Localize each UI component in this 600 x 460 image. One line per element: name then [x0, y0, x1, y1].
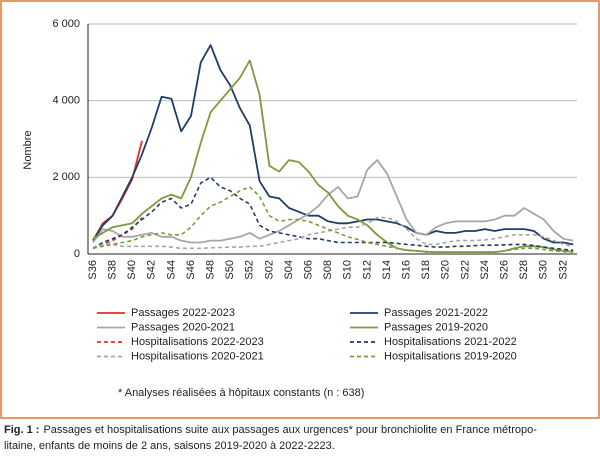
y-tick-label: 0 — [74, 248, 80, 260]
series-line — [92, 59, 574, 253]
x-tick-label: S06 — [303, 260, 315, 280]
plot: 0 2 000 4 000 6 000 S36 S38 S40 S42 S44 S46 S48 S50… — [52, 18, 577, 362]
y-tick-label: 6 000 — [52, 18, 80, 30]
x-tick-label: S48 — [205, 260, 217, 280]
x-tick-label: S08 — [322, 260, 334, 280]
x-tick-label: S40 — [126, 260, 138, 280]
legend-label: Passages 2020-2021 — [131, 321, 235, 333]
x-tick-label: S38 — [107, 260, 119, 280]
legend-label: Passages 2022-2023 — [131, 307, 235, 319]
y-tick-label: 2 000 — [52, 171, 80, 183]
x-tick-label: S10 — [342, 260, 354, 280]
caption-text: Passages et hospitalisations suite aux p… — [43, 424, 537, 436]
series-line — [92, 216, 574, 250]
legend-label: Passages 2021-2022 — [384, 307, 488, 319]
x-tick-label: S24 — [479, 260, 491, 280]
caption-line: Fig. 1 : Passages et hospitalisations sui… — [4, 424, 537, 436]
frame — [0, 0, 600, 419]
x-tick-label: S50 — [224, 260, 236, 280]
x-tick-label: S22 — [459, 260, 471, 280]
footnote: * Analyses réalisées à hôpitaux constant… — [118, 387, 364, 399]
x-tick-label: S32 — [557, 260, 569, 280]
x-tick-label: S46 — [185, 260, 197, 280]
x-tick-label: S26 — [499, 260, 511, 280]
x-tick-label: S14 — [381, 260, 393, 280]
series-line — [92, 176, 574, 251]
x-tick-label: S16 — [401, 260, 413, 280]
legend-label: Hospitalisations 2021-2022 — [384, 336, 517, 348]
x-tick-label: S20 — [440, 260, 452, 280]
caption-label: Fig. 1 : — [4, 424, 39, 436]
series-line — [92, 44, 574, 246]
x-tick-label: S18 — [420, 260, 432, 280]
x-tick-label: S28 — [518, 260, 530, 280]
legend-label: Hospitalisations 2019-2020 — [384, 350, 517, 362]
x-tick-label: S30 — [538, 260, 550, 280]
series-line — [92, 159, 574, 244]
x-tick-label: S44 — [165, 260, 177, 280]
x-tick-label: S04 — [283, 260, 295, 280]
x-tick-label: S36 — [87, 260, 99, 280]
x-tick-label: S42 — [146, 260, 158, 280]
x-tick-label: S02 — [263, 260, 275, 280]
y-tick-label: 4 000 — [52, 95, 80, 107]
legend-label: Hospitalisations 2022-2023 — [131, 336, 264, 348]
caption-line: litaine, enfants de moins de 2 ans, sais… — [4, 440, 335, 452]
y-axis-label: Nombre — [22, 130, 34, 169]
x-tick-label: S12 — [361, 260, 373, 280]
legend-label: Passages 2019-2020 — [384, 321, 488, 333]
legend-label: Hospitalisations 2020-2021 — [131, 350, 264, 362]
x-tick-label: S52 — [244, 260, 256, 280]
